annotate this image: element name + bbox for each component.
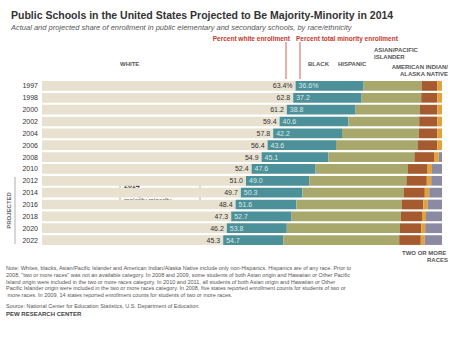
svg-text:37.2: 37.2 <box>296 94 310 101</box>
svg-text:Source: National Center for Ed: Source: National Center for Education St… <box>6 303 200 309</box>
svg-text:48.4: 48.4 <box>219 201 233 208</box>
svg-text:46.2: 46.2 <box>210 225 224 232</box>
svg-text:42.2: 42.2 <box>276 130 290 137</box>
svg-text:49.7: 49.7 <box>224 189 238 196</box>
svg-text:52.4: 52.4 <box>235 165 249 172</box>
svg-text:BLACK: BLACK <box>308 61 330 67</box>
svg-text:2014: 2014 <box>22 189 38 196</box>
svg-text:51.0: 51.0 <box>229 177 243 184</box>
svg-text:RACES: RACES <box>427 257 448 263</box>
svg-text:2000: 2000 <box>22 106 38 113</box>
svg-text:ASIAN/PACIFIC: ASIAN/PACIFIC <box>374 47 420 53</box>
svg-text:2010: 2010 <box>22 165 38 172</box>
svg-text:2008, "two or more races" was: 2008, "two or more races" was not an ava… <box>6 272 352 278</box>
svg-text:2002: 2002 <box>22 118 38 125</box>
svg-text:Note: Whites, blacks, Asian/Pa: Note: Whites, blacks, Asian/Pacific Isla… <box>6 265 353 271</box>
svg-text:Percent white enrollment: Percent white enrollment <box>213 35 291 42</box>
svg-text:2012: 2012 <box>22 177 38 184</box>
svg-text:2006: 2006 <box>22 142 38 149</box>
svg-text:2016: 2016 <box>22 201 38 208</box>
svg-text:54.7: 54.7 <box>226 237 240 244</box>
svg-text:63.4%: 63.4% <box>273 82 293 89</box>
svg-text:57.8: 57.8 <box>257 130 271 137</box>
svg-text:49.0: 49.0 <box>249 177 263 184</box>
svg-text:more races. In 2009, 14 states: more races. In 2009, 14 states reported … <box>6 292 233 298</box>
svg-text:40.6: 40.6 <box>283 118 297 125</box>
svg-text:47.6: 47.6 <box>255 165 269 172</box>
svg-text:51.6: 51.6 <box>239 201 253 208</box>
svg-text:50.3: 50.3 <box>244 189 258 196</box>
svg-text:ISLANDER: ISLANDER <box>374 54 405 60</box>
svg-text:59.4: 59.4 <box>263 118 277 125</box>
svg-text:TWO OR MORE: TWO OR MORE <box>402 250 448 256</box>
svg-text:52.7: 52.7 <box>234 213 248 220</box>
svg-text:56.4: 56.4 <box>251 142 265 149</box>
svg-text:Public Schools in the United S: Public Schools in the United States Proj… <box>11 9 393 21</box>
svg-text:Pacific Islander origin were i: Pacific Islander origin were included in… <box>6 285 346 291</box>
svg-text:61.2: 61.2 <box>270 106 284 113</box>
svg-text:Actual and projected share of: Actual and projected share of enrollment… <box>10 23 353 32</box>
svg-text:2020: 2020 <box>22 225 38 232</box>
svg-text:Percent total minority enrollm: Percent total minority enrollment <box>296 35 399 43</box>
svg-text:AMERICAN INDIAN/: AMERICAN INDIAN/ <box>392 64 449 70</box>
svg-text:2018: 2018 <box>22 213 38 220</box>
svg-text:ALASKA NATIVE: ALASKA NATIVE <box>400 71 448 77</box>
svg-text:54.9: 54.9 <box>245 154 259 161</box>
svg-text:1998: 1998 <box>22 94 38 101</box>
svg-text:2004: 2004 <box>22 130 38 137</box>
svg-text:2022: 2022 <box>22 237 38 244</box>
svg-text:45.3: 45.3 <box>207 237 221 244</box>
svg-text:36.6%: 36.6% <box>299 82 319 89</box>
svg-text:62.8: 62.8 <box>277 94 291 101</box>
svg-text:Island origin were included in: Island origin were included in the two o… <box>6 279 337 285</box>
svg-text:2008: 2008 <box>22 154 38 161</box>
svg-text:53.8: 53.8 <box>230 225 244 232</box>
svg-text:47.3: 47.3 <box>215 213 229 220</box>
svg-text:45.1: 45.1 <box>265 154 279 161</box>
svg-text:PEW RESEARCH CENTER: PEW RESEARCH CENTER <box>6 311 82 317</box>
svg-text:WHITE: WHITE <box>120 61 139 67</box>
svg-text:43.6: 43.6 <box>271 142 285 149</box>
svg-text:38.8: 38.8 <box>290 106 304 113</box>
svg-text:1997: 1997 <box>22 82 38 89</box>
svg-text:HISPANIC: HISPANIC <box>338 61 367 67</box>
svg-text:PROJECTED: PROJECTED <box>6 191 12 228</box>
